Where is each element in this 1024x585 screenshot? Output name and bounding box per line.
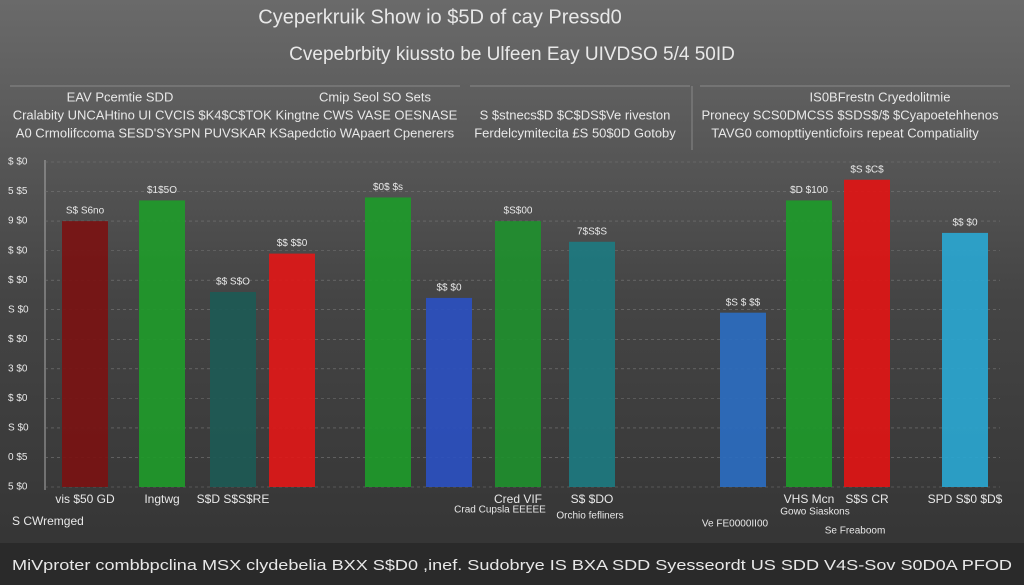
bar-note: $S$00 [504, 206, 533, 217]
x-tick-label: S$ $DO [571, 492, 614, 506]
bar [720, 312, 766, 487]
x-tick-label: VHS Mcn [784, 492, 835, 506]
bar [365, 197, 411, 488]
bar [426, 297, 472, 487]
left-note: S CWremged [12, 514, 84, 528]
panel-text: Cmip Seol SO Sets [319, 89, 431, 104]
panel-text: IS0BFrestn Cryedolitmie [810, 89, 951, 104]
bar [139, 200, 185, 487]
bar [942, 232, 988, 487]
bar-note: 7$S$S [577, 226, 607, 237]
sub-label: Se Freaboom [825, 526, 886, 537]
panel-text: EAV Pcemtie SDD [67, 89, 174, 104]
x-tick-label: vis $50 GD [55, 492, 115, 506]
bar-note: $1$5O [147, 185, 177, 196]
y-tick-label: S $0 [8, 304, 29, 315]
bar-note: $S $C$ [850, 164, 884, 175]
panel-text: S $stnecs$D $C$DS$Ve riveston [480, 107, 671, 122]
footer-band [0, 543, 1024, 585]
bar [62, 221, 108, 487]
y-tick-label: 3 $0 [8, 363, 28, 374]
bar [495, 221, 541, 487]
y-tick-label: 0 $5 [8, 452, 28, 463]
bar [786, 200, 832, 487]
y-tick-label: $ $0 [8, 334, 28, 345]
bar-note: S$ S6no [66, 206, 105, 217]
bar-note: $S $ $$ [726, 297, 761, 308]
bar [569, 241, 615, 487]
title: Cyeperkruik Show io $5D of cay Pressd0 [258, 6, 622, 28]
bar-note: $$ $0 [436, 283, 461, 294]
y-tick-label: 5 $5 [8, 186, 28, 197]
x-tick-label: Ingtwg [144, 492, 179, 506]
y-tick-label: 5 $0 [8, 482, 28, 493]
bar-note: $$ $0 [952, 218, 977, 229]
x-tick-label: Cred VIF [494, 492, 542, 506]
bar [844, 179, 890, 487]
subtitle: Cvepebrbity kiussto be Ulfeen Eay UIVDSO… [289, 44, 735, 65]
sub-label: Crad Cupsla EEEEE [454, 505, 546, 516]
sub-label: Orchio fefliners [556, 511, 623, 522]
y-tick-label: $ $0 [8, 157, 28, 168]
panel-text: TAVG0 comopttiyenticfoirs repeat Compati… [711, 125, 979, 140]
panel-text: Ferdelcymitecita £S 50$0D Gotoby [474, 125, 676, 140]
y-tick-label: $ $0 [8, 275, 28, 286]
panel-text: Pronecy SCS0DMCSS $SDS$/$ $Cyapoetehheno… [702, 107, 999, 122]
bar [210, 292, 256, 487]
panel-text: A0 Crmolifccoma SESD'SYSPN PUVSKAR KSape… [16, 125, 455, 140]
x-tick-label: SPD S$0 $D$ [928, 492, 1003, 506]
panel-text: Cralabity UNCAHtino UI CVCIS $K4$C$TOK K… [13, 107, 458, 122]
sub-label: Gowo Siaskons [780, 507, 849, 518]
sub-label: Ve FE0000II00 [702, 519, 769, 530]
bar [269, 253, 315, 487]
y-tick-label: S $0 [8, 423, 29, 434]
y-tick-label: 9 $0 [8, 216, 28, 227]
bar-note: $0$ $s [373, 182, 403, 193]
bar-note: $$ $$0 [277, 238, 308, 249]
x-tick-label: S$S CR [845, 492, 889, 506]
bar-note: $D $100 [790, 185, 828, 196]
y-tick-label: $ $0 [8, 245, 28, 256]
x-tick-label: S$D S$S$RE [197, 492, 270, 506]
footer-caption: MiVproter combbpclina MSX clydebelia BXX… [12, 557, 1012, 574]
bar-note: $$ S$O [216, 277, 250, 288]
y-tick-label: $ $0 [8, 393, 28, 404]
